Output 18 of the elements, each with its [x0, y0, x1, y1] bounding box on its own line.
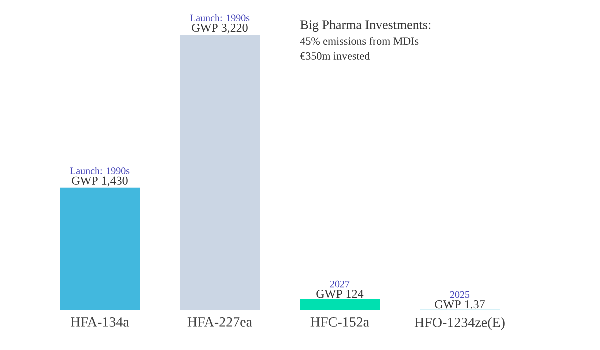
bar	[300, 299, 380, 310]
data-label: GWP 1,430	[72, 176, 128, 187]
annotation: Launch: 1990s	[70, 167, 130, 174]
text: Launch: 1990s	[190, 14, 250, 22]
data-label: GWP 124	[316, 290, 364, 298]
annotation: €350m invested	[300, 52, 370, 60]
x-tick-label: HFA-134a	[70, 318, 130, 327]
data-label: GWP 3,220	[192, 24, 248, 34]
bar	[180, 34, 260, 310]
x-tick-label: HFO-1234ze(E)	[414, 318, 505, 330]
annotation: 45% emissions from MDIs	[300, 37, 419, 46]
annotation: 2025	[450, 291, 470, 298]
x-tick-label: HFA-227ea	[188, 318, 252, 327]
data-label: GWP 1.37	[435, 300, 485, 309]
bar	[60, 188, 140, 310]
annotation: 2027	[330, 280, 350, 288]
x-tick-label: HFC-152a	[310, 318, 370, 327]
text: Big Pharma Investments:	[300, 20, 431, 32]
